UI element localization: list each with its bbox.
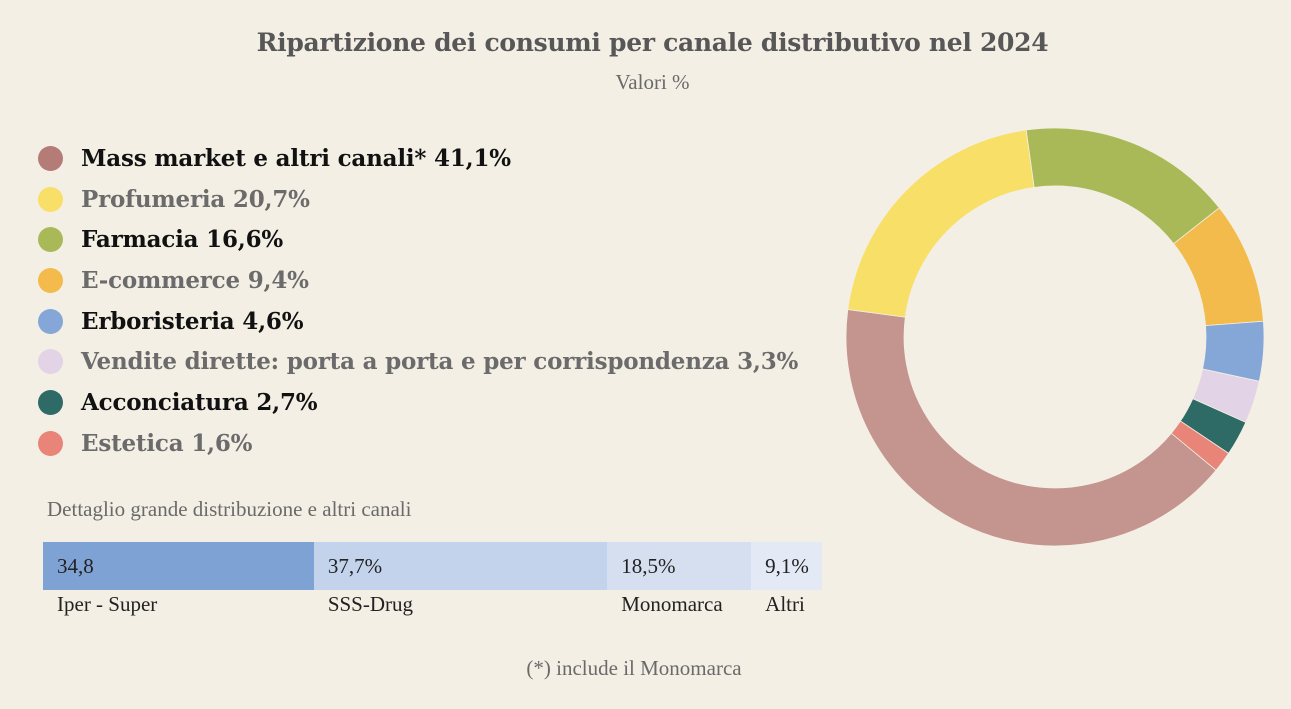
donut-slice <box>1025 127 1220 245</box>
legend-item: Mass market e altri canali* 41,1% <box>38 138 798 179</box>
legend-label: Profumeria 20,7% <box>81 185 310 213</box>
legend-label: Estetica 1,6% <box>81 429 253 457</box>
bar-segment: 34,8 <box>43 542 314 590</box>
bar-category-label: Altri <box>765 592 805 616</box>
legend-swatch <box>38 349 63 375</box>
bar-category-label: Monomarca <box>621 592 723 616</box>
legend-label: Erboristeria 4,6% <box>81 307 304 335</box>
bar-category-label: SSS-Drug <box>327 592 414 616</box>
legend-item: E-commerce 9,4% <box>38 260 798 301</box>
legend-item: Vendite dirette: porta a porta e per cor… <box>38 341 798 382</box>
legend-swatch <box>38 227 63 253</box>
legend-item: Farmacia 16,6% <box>38 219 798 260</box>
donut-chart <box>845 127 1265 547</box>
legend-label: Vendite dirette: porta a porta e per cor… <box>81 348 799 376</box>
legend-swatch <box>38 145 63 171</box>
legend-item: Erboristeria 4,6% <box>38 301 798 342</box>
legend-item: Profumeria 20,7% <box>38 179 798 220</box>
legend-swatch <box>38 308 63 334</box>
detail-title: Dettaglio grande distribuzione e altri c… <box>47 497 412 521</box>
legend-label: Mass market e altri canali* 41,1% <box>81 144 511 172</box>
bar-value-label: 37,7% <box>327 554 383 578</box>
donut-slice <box>1170 420 1230 471</box>
legend: Mass market e altri canali* 41,1% Profume… <box>38 138 798 464</box>
legend-swatch <box>38 389 63 415</box>
footnote: (*) include il Monomarca <box>526 656 742 680</box>
donut-slice <box>845 309 1217 547</box>
legend-item: Estetica 1,6% <box>38 423 798 464</box>
legend-swatch <box>38 267 63 293</box>
bar-value-label: 34,8 <box>57 554 94 578</box>
legend-item: Acconciatura 2,7% <box>38 382 798 423</box>
bar-segment: 9,1% <box>751 542 822 590</box>
bar-value-label: 9,1% <box>765 554 809 578</box>
chart-subtitle: Valori % <box>615 70 690 94</box>
bar-segment: 37,7% <box>313 542 608 590</box>
bar-category-label: Iper - Super <box>57 592 158 616</box>
legend-label: E-commerce 9,4% <box>81 266 309 294</box>
donut-slice <box>847 129 1035 318</box>
bar-segment: 18,5% <box>607 542 752 590</box>
stacked-bar: 34,8 37,7% 18,5% 9,1% <box>43 542 822 590</box>
legend-label: Acconciatura 2,7% <box>81 388 318 416</box>
legend-swatch <box>38 186 63 212</box>
legend-swatch <box>38 430 63 456</box>
chart-title: Ripartizione dei consumi per canale dist… <box>256 28 1049 57</box>
bar-value-label: 18,5% <box>621 554 676 578</box>
legend-label: Farmacia 16,6% <box>81 226 284 254</box>
